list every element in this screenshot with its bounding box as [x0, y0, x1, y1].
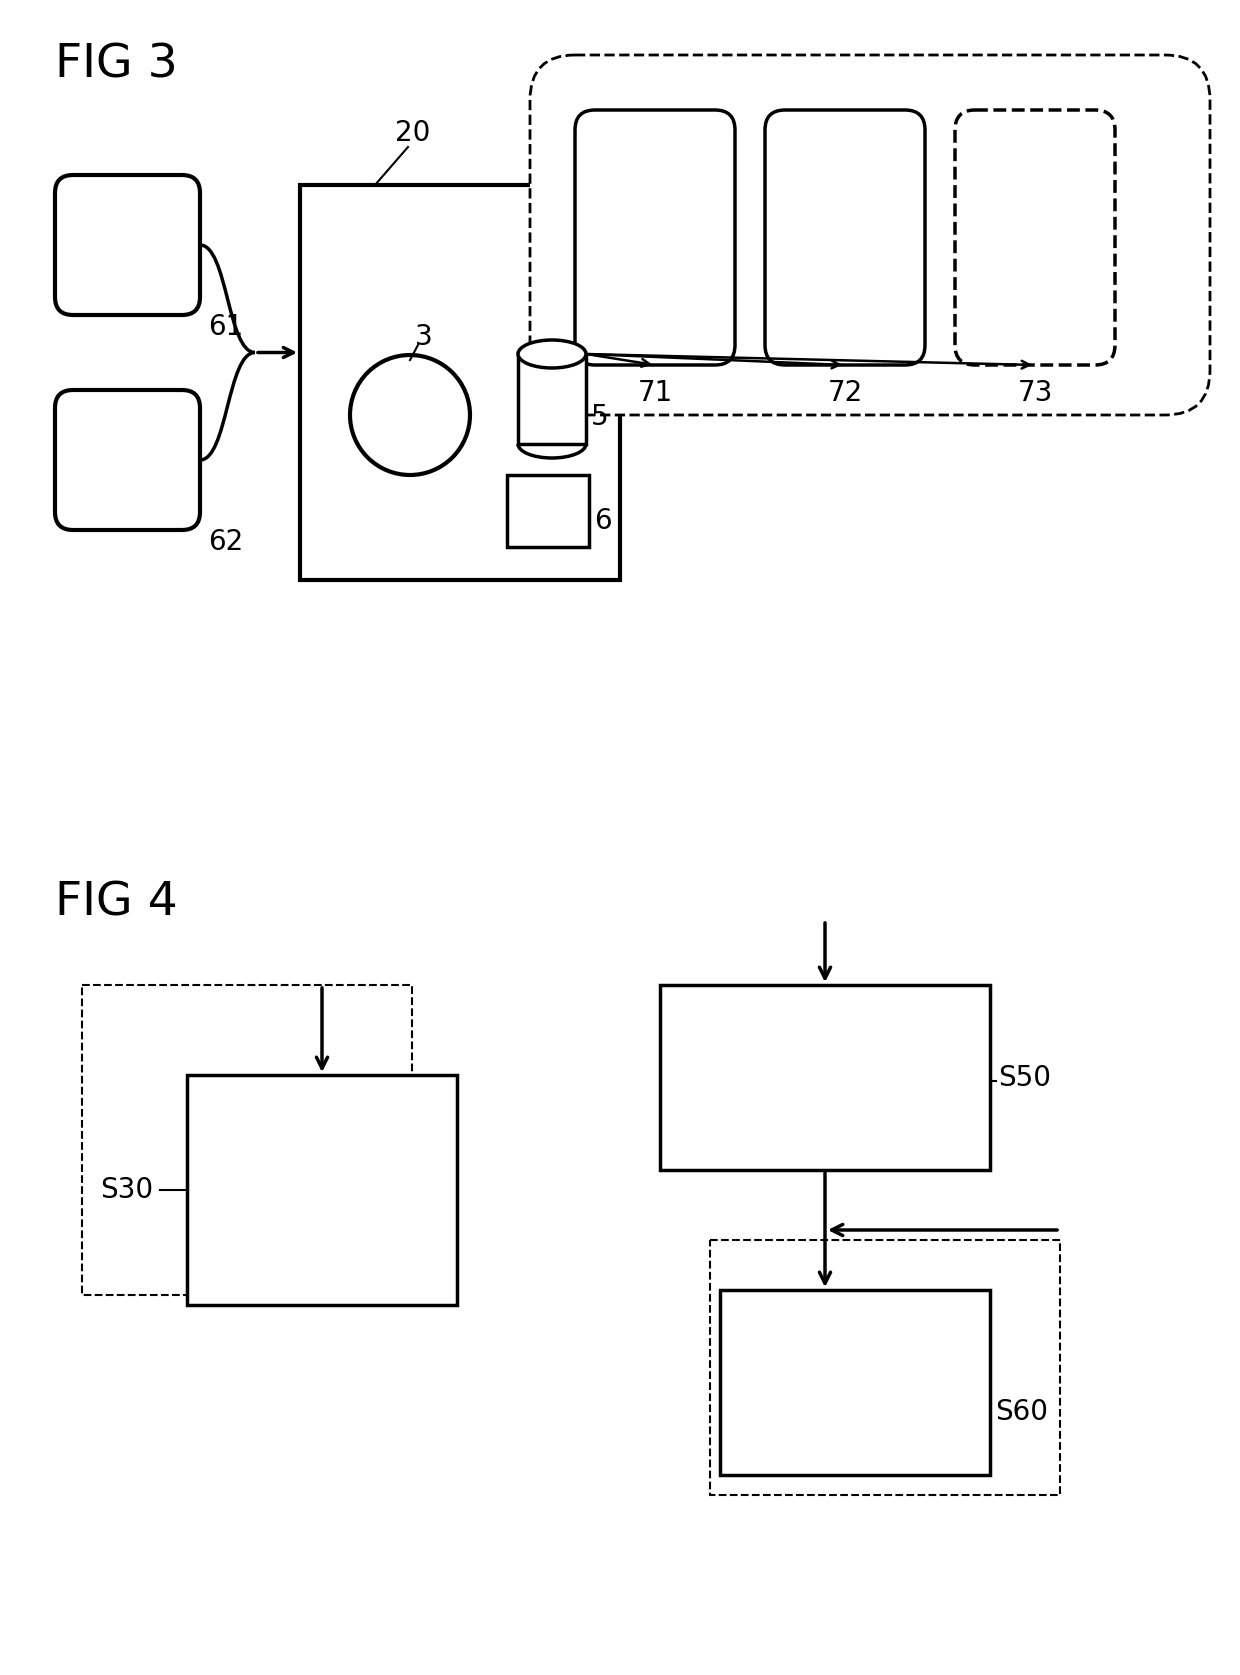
Bar [720, 1290, 990, 1476]
Text: 6: 6 [594, 508, 611, 534]
Text: 71: 71 [637, 379, 672, 407]
Bar [711, 1240, 1060, 1496]
Text: 61: 61 [208, 313, 243, 342]
Text: 5: 5 [591, 404, 609, 430]
Ellipse shape [518, 340, 587, 368]
FancyBboxPatch shape [765, 111, 925, 365]
Bar [82, 985, 412, 1295]
Text: S60: S60 [994, 1399, 1048, 1427]
Bar [300, 184, 620, 580]
FancyBboxPatch shape [55, 174, 200, 315]
Text: 3: 3 [415, 323, 433, 352]
Text: 20: 20 [396, 119, 430, 147]
Text: FIG 3: FIG 3 [55, 42, 177, 87]
Text: S30: S30 [100, 1176, 153, 1204]
FancyBboxPatch shape [575, 111, 735, 365]
FancyBboxPatch shape [955, 111, 1115, 365]
Bar [660, 985, 990, 1171]
Text: 73: 73 [1017, 379, 1053, 407]
FancyBboxPatch shape [55, 390, 200, 529]
Text: S50: S50 [998, 1064, 1052, 1092]
Text: 72: 72 [827, 379, 863, 407]
Bar [518, 353, 587, 444]
Text: FIG 4: FIG 4 [55, 879, 177, 925]
Text: 62: 62 [208, 528, 243, 556]
Bar [187, 1075, 458, 1305]
FancyBboxPatch shape [529, 55, 1210, 415]
Bar [507, 476, 589, 548]
